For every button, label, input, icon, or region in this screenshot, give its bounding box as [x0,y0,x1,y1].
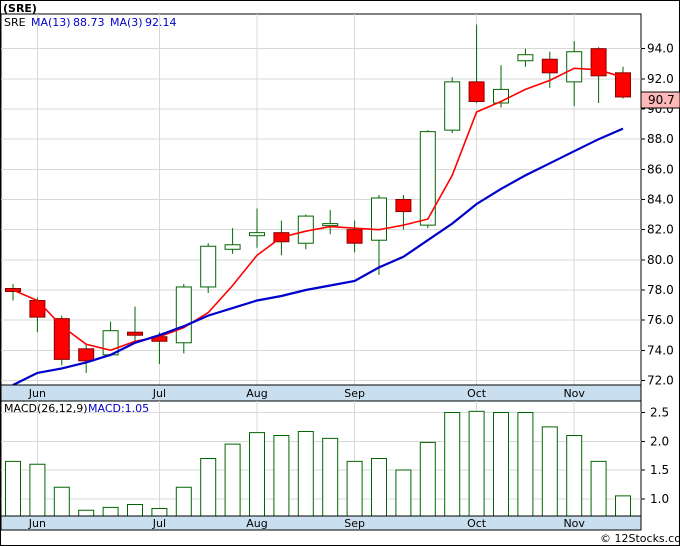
moving-averages [12,67,624,386]
macd-bar [615,495,631,517]
chart-title: (SRE) [3,2,37,15]
macd-bar [224,443,241,517]
macd-bar [346,460,363,517]
price-x-axis-strip [0,384,642,402]
macd-bar [127,504,143,517]
watermark: © 12Stocks.com [600,532,680,545]
price-y-tick-label: 72.0 [647,373,674,387]
price-x-tick-label: Sep [344,387,365,400]
price-panel: 72.074.076.078.080.082.084.086.088.090.0… [0,13,680,387]
candle-up [249,232,265,237]
macd-bar [419,441,436,517]
price-legend: SRE MA(13) 88.73 MA(3) 92.14 [4,16,177,29]
price-x-tick-label: Nov [563,387,585,400]
macd-legend-label: MACD(26,12,9) [4,402,88,415]
legend-ma3-value: 92.14 [145,16,177,29]
macd-bar [200,458,217,517]
macd-bar [468,410,485,517]
price-y-tick-label: 94.0 [647,42,674,56]
macd-bar [444,412,461,517]
macd-bar [29,463,46,517]
macd-bar [541,426,558,517]
price-x-tick-label: Oct [467,387,487,400]
ma13-line [12,127,624,386]
candle-down [53,318,70,360]
macd-y-tick-label: 2.5 [650,406,669,420]
price-y-tick-label: 76.0 [647,313,674,327]
candle-down [541,58,558,74]
candle-up [224,244,241,250]
price-y-tick-label: 82.0 [647,223,674,237]
candle-down [395,199,412,213]
macd-bar [78,509,95,517]
price-x-axis: Jun Jul Aug Sep Oct Nov [28,387,586,400]
price-y-tick-label: 78.0 [647,283,674,297]
candle-down [346,229,363,244]
macd-x-axis-strip [0,515,642,531]
macd-bar [249,432,265,517]
price-y-tick-label: 86.0 [647,162,674,176]
candle-down [78,348,95,362]
macd-legend-value: MACD:1.05 [88,402,149,415]
price-x-tick-label: Aug [246,387,267,400]
macd-bar [590,460,607,517]
macd-bar [53,486,70,517]
price-y-axis: 72.074.076.078.080.082.084.086.088.090.0… [641,42,674,387]
macd-bar [566,435,583,517]
price-x-tick-label: Jun [28,387,46,400]
candle-down [127,331,143,336]
macd-x-tick-label: Aug [246,517,267,530]
macd-bar [175,486,192,517]
candle-down [615,72,631,98]
candle-up [322,223,339,227]
candle-down [468,81,485,102]
macd-bar [5,460,21,517]
price-y-tick-label: 80.0 [647,253,674,267]
macd-y-tick-label: 2.0 [650,434,669,448]
macd-x-tick-label: Jun [28,517,46,530]
legend-symbol: SRE [4,16,26,29]
legend-ma3-label: MA(3) [110,16,143,29]
ma3-line [12,67,624,352]
macd-x-tick-label: Oct [467,517,487,530]
legend-ma13-label: MA(13) [31,16,71,29]
last-price-label: 90.7 [648,93,675,107]
candle-up [175,286,192,344]
macd-bar [151,508,168,517]
price-y-tick-label: 88.0 [647,132,674,146]
price-x-tick-label: Jul [152,387,166,400]
macd-x-tick-label: Nov [563,517,585,530]
price-y-tick-label: 74.0 [647,343,674,357]
candle-up [517,54,534,62]
candle-up [371,197,387,241]
macd-y-axis: 1.0 1.5 2.0 2.5 [641,406,669,506]
macd-y-tick-label: 1.0 [650,492,669,506]
macd-bar [493,412,509,517]
candle-down [5,287,21,292]
last-price-box [640,91,680,109]
legend-ma13-value: 88.73 [73,16,105,29]
price-y-tick-label: 84.0 [647,193,674,207]
macd-x-tick-label: Sep [344,517,365,530]
candle-up [200,245,217,288]
candle-up [419,131,436,226]
candle-up [444,81,461,131]
candle-down [29,300,46,318]
macd-bar [371,458,387,517]
macd-x-tick-label: Jul [152,517,166,530]
macd-bar [297,430,314,517]
macd-bar [102,506,119,517]
macd-x-axis: Jun Jul Aug Sep Oct Nov [28,517,586,530]
macd-bar [322,437,339,517]
price-y-tick-label: 92.0 [647,72,674,86]
macd-y-tick-label: 1.5 [650,463,669,477]
macd-bar [273,435,290,517]
macd-bar [395,469,412,517]
macd-bar [517,412,534,517]
candle-up [566,51,583,83]
